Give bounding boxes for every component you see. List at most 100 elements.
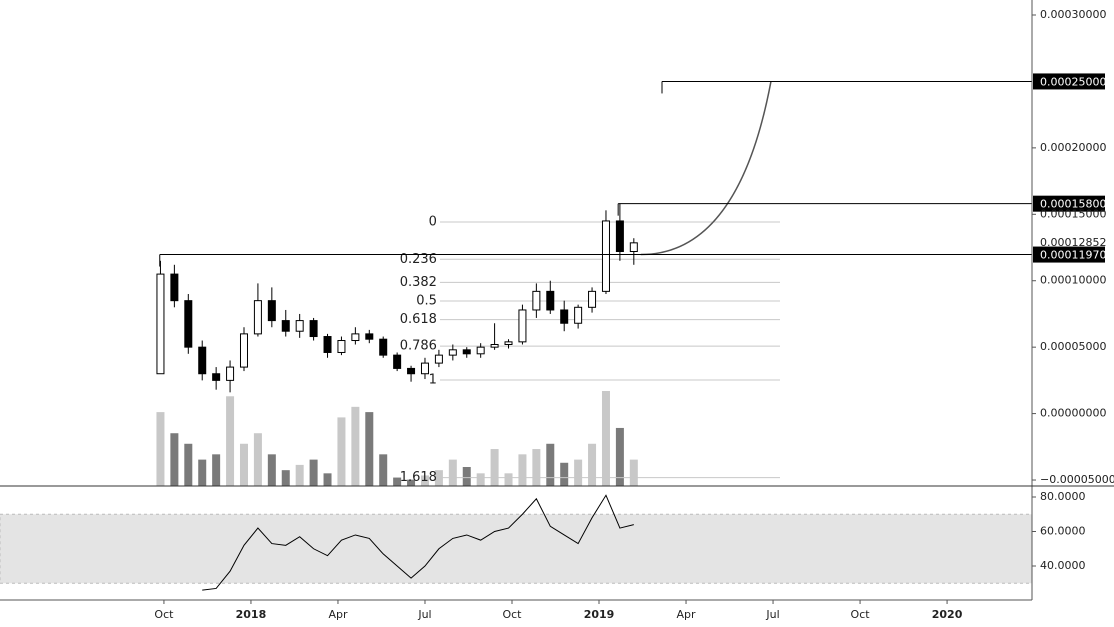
fib-label: 0.618 (400, 312, 437, 327)
fib-label: 0.236 (400, 252, 437, 267)
volume-bar (490, 449, 499, 486)
fib-label: 0.5 (416, 293, 437, 308)
volume-bar (156, 412, 165, 486)
volume-bar (407, 479, 416, 486)
last-price-label: 0.00012852 (1040, 236, 1106, 249)
candle-body (546, 290, 555, 311)
volume-bar (393, 477, 402, 486)
volume-bar (615, 427, 624, 486)
rsi-line (202, 494, 634, 591)
candle-body (170, 273, 179, 302)
x-tick-label: 2019 (584, 608, 615, 621)
volume-bar (476, 473, 485, 486)
volume-bar (560, 462, 569, 486)
candle-body (365, 333, 374, 340)
rsi-tick-label: 60.0000 (1040, 525, 1086, 538)
volume-bar (212, 454, 221, 486)
candle-body (212, 373, 221, 381)
fib-label: 0 (429, 215, 437, 230)
fib-label: 0.786 (400, 339, 437, 354)
volume-bar (434, 470, 443, 486)
candle-body (560, 309, 569, 324)
candle-body (379, 338, 388, 356)
rsi-band (0, 513, 1033, 584)
price-box-label: 0.00015800 (1040, 198, 1106, 211)
volume-bar (462, 467, 471, 486)
price-box-label: 0.00011970 (1040, 249, 1106, 262)
volume-bar (295, 464, 304, 486)
fib-label: 1 (429, 372, 437, 387)
x-tick-label: Jul (417, 608, 431, 621)
volume-bar (588, 443, 597, 486)
price-box-label: 0.00025000 (1040, 75, 1106, 88)
candle-body (295, 320, 304, 332)
volume-bar (184, 443, 193, 486)
volume-bar (574, 459, 583, 486)
candle-body (629, 242, 638, 253)
candle-body (323, 336, 332, 353)
volume-bar (629, 459, 638, 486)
candle-body (518, 309, 527, 343)
price-box (1033, 73, 1105, 90)
x-tick-label: Jul (765, 608, 779, 621)
volume-bar (267, 454, 276, 486)
candle-body (574, 306, 583, 324)
x-tick-label: Oct (502, 608, 522, 621)
volume-bar (420, 475, 429, 486)
volume-bar (323, 473, 332, 486)
volume-bar (601, 391, 610, 486)
candle-body (532, 290, 541, 311)
price-box (1033, 246, 1105, 263)
volume-bar (365, 412, 374, 486)
volume-bar (379, 454, 388, 486)
volume-bar (532, 449, 541, 486)
y-tick-label: 0.00010000 (1040, 274, 1106, 287)
volume-bar (226, 396, 235, 486)
volume-bar (309, 459, 318, 486)
x-tick-label: Apr (328, 608, 348, 621)
candle-body (476, 346, 485, 355)
x-tick-label: 2018 (236, 608, 267, 621)
candle-body (156, 273, 165, 375)
x-tick-label: Oct (851, 608, 871, 621)
candle-body (267, 300, 276, 322)
candle-body (393, 354, 402, 369)
candle-body (253, 300, 262, 335)
volume-bar (239, 443, 248, 486)
candle-body (407, 367, 416, 375)
volume-bar (281, 470, 290, 486)
candle-body (434, 354, 443, 364)
volume-bar (448, 459, 457, 486)
volume-bar (351, 406, 360, 486)
rsi-tick-label: 40.0000 (1040, 559, 1086, 572)
candle-body (462, 349, 471, 355)
volume-bar (504, 473, 513, 486)
candle-body (309, 320, 318, 338)
candle-body (615, 220, 624, 253)
volume-bar (546, 443, 555, 486)
candle-body (601, 220, 610, 292)
candle-body (351, 333, 360, 342)
candle-body (588, 290, 597, 308)
x-tick-label: Apr (677, 608, 697, 621)
candle-body (448, 349, 457, 356)
x-tick-label: Oct (154, 608, 174, 621)
candle-body (490, 344, 499, 348)
y-tick-label: 0.00030000 (1040, 8, 1106, 21)
volume-bar (337, 417, 346, 486)
volume-bar (253, 433, 262, 486)
candle-body (226, 366, 235, 381)
y-tick-label: 0.00005000 (1040, 340, 1106, 353)
x-tick-label: 2020 (932, 608, 963, 621)
candle-body (198, 346, 207, 375)
y-tick-label: −0.00005000 (1040, 473, 1114, 486)
candle-body (239, 333, 248, 368)
candle-body (420, 362, 429, 375)
y-tick-label: 0.00015000 (1040, 207, 1106, 220)
volume-bar (518, 454, 527, 486)
candle-body (504, 341, 513, 346)
projection-curve (640, 81, 772, 256)
price-box (1033, 195, 1105, 212)
y-tick-label: 0.00000000 (1040, 407, 1106, 420)
